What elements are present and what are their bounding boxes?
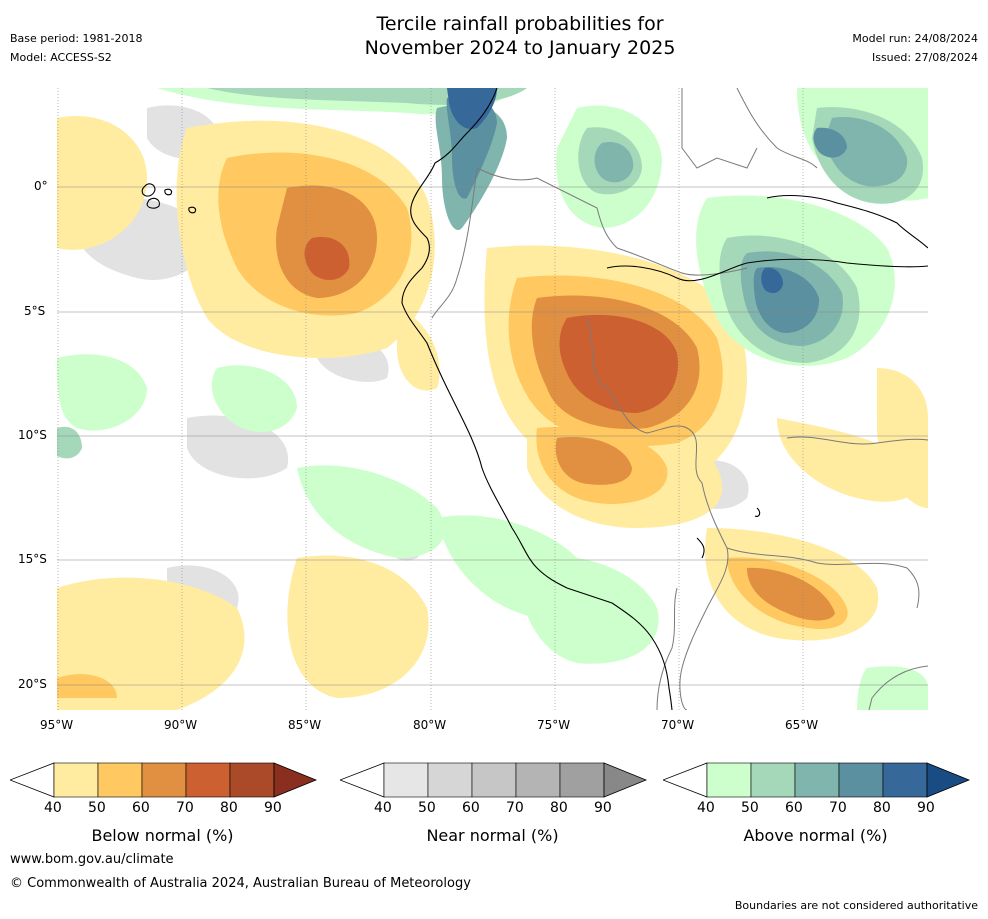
graticule: [57, 88, 928, 710]
colorbar-swatch: [706, 762, 752, 798]
colorbar-swatch: [97, 762, 143, 798]
issued-text: Issued: 27/08/2024: [871, 51, 978, 64]
copyright-text: © Commonwealth of Australia 2024, Austra…: [10, 876, 471, 891]
colorbar-below-normal: [8, 762, 318, 798]
colorbar-tick-label: 60: [132, 800, 150, 816]
lat-label-10s: 10°S: [18, 428, 47, 442]
below-normal-70: [304, 237, 678, 413]
colorbar-tick-label: 50: [418, 800, 436, 816]
country-boundaries: [431, 88, 928, 710]
title-line-1: Tercile rainfall probabilities for: [376, 13, 664, 35]
legend-label-below: Below normal (%): [91, 826, 234, 845]
model-run-text: Model run: 24/08/2024: [852, 32, 978, 45]
colorbar-tick-label: 50: [741, 800, 759, 816]
model-text: Model: ACCESS-S2: [10, 51, 112, 64]
colorbar-swatch: [471, 762, 517, 798]
colorbar-swatch: [750, 762, 796, 798]
lat-label-15s: 15°S: [18, 552, 47, 566]
colorbar-tick-label: 90: [917, 800, 935, 816]
map-title: Tercile rainfall probabilities for Novem…: [270, 12, 770, 60]
colorbar-tick-label: 60: [785, 800, 803, 816]
colorbar-swatch: [882, 762, 928, 798]
disclaimer-text: Boundaries are not considered authoritat…: [734, 899, 978, 912]
title-line-2: November 2024 to January 2025: [364, 37, 676, 59]
above-normal-80: [447, 88, 783, 294]
lon-label-80w: 80°W: [413, 718, 447, 732]
colorbar-above-normal: [661, 762, 971, 798]
colorbar-swatch: [185, 762, 231, 798]
colorbar-swatch: [53, 762, 99, 798]
colorbar-tick-label: 80: [220, 800, 238, 816]
lon-label-90w: 90°W: [164, 718, 198, 732]
website-text: www.bom.gov.au/climate: [10, 852, 174, 867]
colorbar-swatch: [141, 762, 187, 798]
legend-near-normal: 40 50 60 70 80 90 Near normal (%): [338, 762, 650, 852]
colorbar-swatch: [383, 762, 429, 798]
colorbar-swatch: [229, 762, 275, 798]
base-period-text: Base period: 1981-2018: [10, 32, 143, 45]
lat-label-20s: 20°S: [18, 677, 47, 691]
colorbar-tick-label: 40: [374, 800, 392, 816]
colorbar-tick-label: 90: [594, 800, 612, 816]
colorbar-swatch: [427, 762, 473, 798]
map-canvas: [57, 88, 928, 710]
colorbar-swatch: [559, 762, 605, 798]
legend-label-near: Near normal (%): [426, 826, 559, 845]
colorbar-tick-label: 70: [506, 800, 524, 816]
legend-below-normal: 40 50 60 70 80 90 Below normal (%): [8, 762, 320, 852]
colorbar-tick-label: 80: [873, 800, 891, 816]
colorbar-tick-label: 40: [44, 800, 62, 816]
colorbar-tick-label: 80: [550, 800, 568, 816]
lon-label-95w: 95°W: [40, 718, 74, 732]
lon-label-70w: 70°W: [661, 718, 695, 732]
lon-label-75w: 75°W: [537, 718, 571, 732]
colorbar-tick-label: 50: [88, 800, 106, 816]
colorbar-tick-label: 60: [462, 800, 480, 816]
legend-above-normal: 40 50 60 70 80 90 Above normal (%): [661, 762, 973, 852]
lon-label-65w: 65°W: [785, 718, 819, 732]
rainfall-probability-map: [57, 88, 928, 710]
colorbar-swatch: [794, 762, 840, 798]
coastline: [141, 88, 928, 710]
lon-label-85w: 85°W: [288, 718, 322, 732]
colorbar-tick-label: 70: [829, 800, 847, 816]
colorbar-swatch: [515, 762, 561, 798]
lat-label-0: 0°: [34, 179, 48, 193]
colorbar-tick-label: 70: [176, 800, 194, 816]
colorbar-swatch: [838, 762, 884, 798]
colorbar-near-normal: [338, 762, 648, 798]
colorbar-tick-label: 40: [697, 800, 715, 816]
legend-label-above: Above normal (%): [743, 826, 888, 845]
lat-label-5s: 5°S: [24, 304, 46, 318]
colorbar-tick-label: 90: [264, 800, 282, 816]
